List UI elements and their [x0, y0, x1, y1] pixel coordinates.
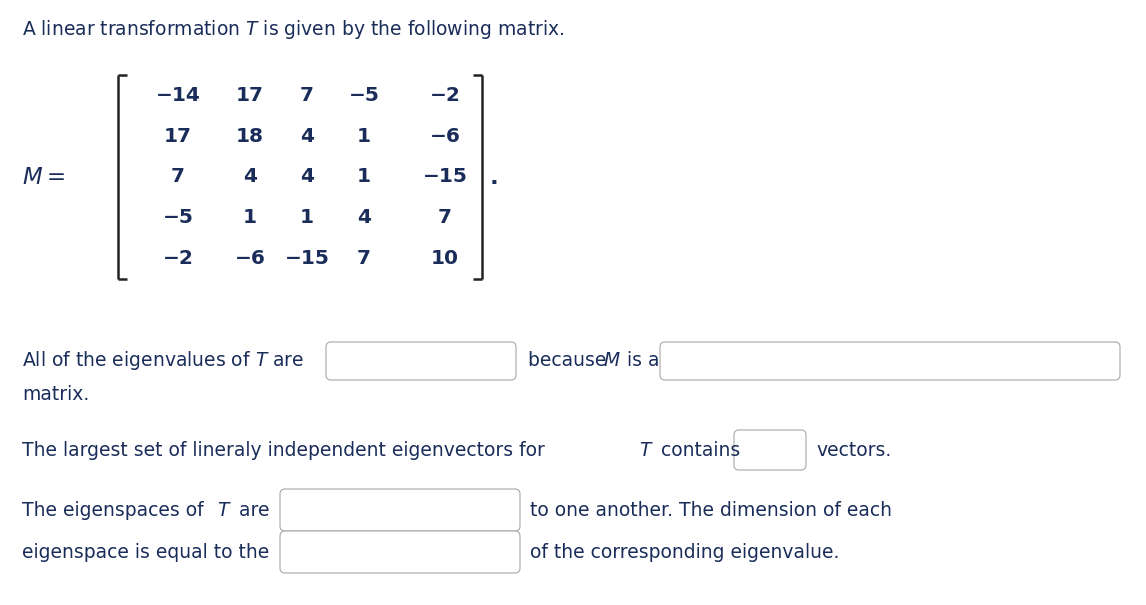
Text: The eigenspaces of: The eigenspaces of [22, 502, 210, 520]
Text: 17: 17 [164, 126, 193, 146]
FancyBboxPatch shape [733, 430, 806, 470]
Text: 1: 1 [358, 126, 371, 146]
FancyBboxPatch shape [325, 342, 516, 380]
FancyBboxPatch shape [280, 531, 520, 573]
Text: eigenspace is equal to the: eigenspace is equal to the [22, 543, 269, 563]
Text: 17: 17 [236, 86, 264, 105]
Text: −15: −15 [423, 168, 468, 186]
Text: −6: −6 [235, 249, 266, 268]
Text: is a: is a [621, 352, 659, 370]
Text: −14: −14 [156, 86, 201, 105]
Text: $M$: $M$ [603, 352, 621, 370]
Text: −5: −5 [163, 208, 194, 227]
Text: 7: 7 [438, 208, 452, 227]
Text: 7: 7 [171, 168, 185, 186]
Text: matrix.: matrix. [22, 385, 89, 405]
Text: 7: 7 [358, 249, 371, 268]
Text: All of the eigenvalues of $T$ are: All of the eigenvalues of $T$ are [22, 350, 304, 373]
Text: 4: 4 [243, 168, 257, 186]
Text: contains: contains [656, 440, 740, 460]
Text: 1: 1 [300, 208, 314, 227]
Text: $T$: $T$ [639, 440, 653, 460]
Text: −15: −15 [284, 249, 329, 268]
Text: 1: 1 [358, 168, 371, 186]
Text: of the corresponding eigenvalue.: of the corresponding eigenvalue. [529, 543, 839, 563]
Text: $M =$: $M =$ [22, 166, 65, 189]
FancyBboxPatch shape [660, 342, 1120, 380]
Text: −6: −6 [430, 126, 461, 146]
Text: −2: −2 [430, 86, 461, 105]
Text: 10: 10 [431, 249, 460, 268]
Text: 18: 18 [236, 126, 264, 146]
Text: 1: 1 [243, 208, 257, 227]
Text: because: because [528, 352, 612, 370]
Text: 4: 4 [358, 208, 371, 227]
FancyBboxPatch shape [280, 489, 520, 531]
Text: are: are [233, 502, 269, 520]
Text: 7: 7 [300, 86, 314, 105]
Text: to one another. The dimension of each: to one another. The dimension of each [529, 502, 892, 520]
Text: A linear transformation $T$ is given by the following matrix.: A linear transformation $T$ is given by … [22, 18, 564, 41]
Text: $T$: $T$ [217, 502, 231, 520]
Text: 4: 4 [300, 126, 314, 146]
Text: −2: −2 [163, 249, 194, 268]
Text: 4: 4 [300, 168, 314, 186]
Text: .: . [490, 166, 499, 189]
Text: The largest set of lineraly independent eigenvectors for: The largest set of lineraly independent … [22, 440, 551, 460]
Text: vectors.: vectors. [816, 440, 892, 460]
Text: −5: −5 [348, 86, 379, 105]
